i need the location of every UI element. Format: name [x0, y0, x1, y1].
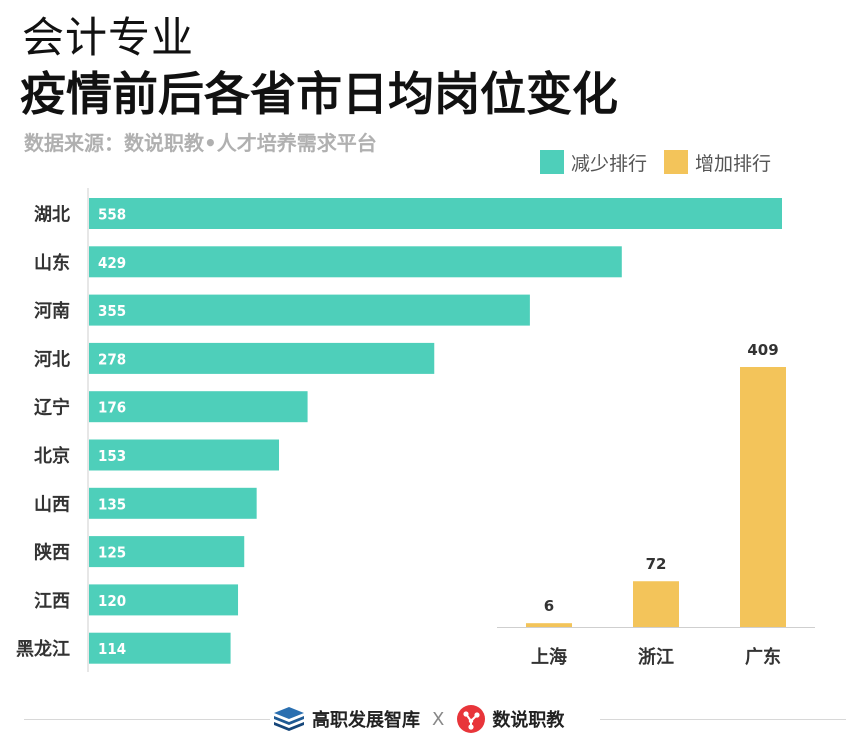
h-category-label-0: 湖北 — [34, 205, 70, 226]
footer-divider-right — [600, 719, 846, 720]
h-category-label-4: 辽宁 — [34, 397, 70, 419]
chart-canvas: 湖北 558 山东 429 河南 355 河北 278 辽宁 176 北京 153 山西 135 陕西 125… — [16, 188, 815, 672]
legend-increase-label: 增加排行 — [695, 152, 772, 175]
h-value-label-6: 135 — [98, 495, 126, 513]
legend-decrease: 减少排行 — [540, 148, 647, 176]
h-category-label-5: 北京 — [34, 445, 70, 467]
v-bar-0 — [526, 623, 572, 627]
h-value-label-5: 153 — [98, 447, 126, 465]
v-bar-2 — [740, 367, 786, 627]
v-category-label-1: 浙江 — [638, 646, 674, 668]
h-bar-2 — [89, 294, 530, 326]
footer-brand1: 高职发展智库 — [312, 710, 420, 731]
page-title: 疫情前后各省市日均岗位变化 — [20, 67, 618, 121]
footer: 高职发展智库 X 数说职教 — [272, 704, 564, 734]
v-value-label-0: 6 — [544, 597, 554, 615]
h-value-label-3: 278 — [98, 350, 126, 368]
h-category-label-8: 江西 — [34, 591, 70, 612]
legend-decrease-swatch — [540, 150, 564, 174]
v-value-label-2: 409 — [747, 341, 778, 359]
footer-divider-left — [24, 719, 270, 720]
h-bar-1 — [89, 246, 622, 278]
h-category-label-1: 山东 — [34, 252, 70, 274]
title-line1: 会计专业 — [22, 13, 195, 62]
h-bar-4 — [89, 391, 308, 423]
books-logo-icon — [274, 707, 304, 731]
h-value-label-9: 114 — [98, 640, 126, 658]
v-category-label-2: 广东 — [745, 646, 781, 668]
h-bar-8 — [89, 584, 239, 616]
footer-brand2: 数说职教 — [492, 710, 565, 731]
h-category-label-3: 河北 — [34, 349, 70, 370]
footer-separator: X — [432, 708, 445, 730]
h-bar-3 — [89, 342, 435, 374]
v-value-label-1: 72 — [646, 555, 667, 573]
legend-increase: 增加排行 — [664, 148, 771, 176]
h-bar-5 — [89, 439, 280, 471]
data-source: 数据来源：数说职教•人才培养需求平台 — [24, 131, 377, 155]
h-value-label-7: 125 — [98, 544, 126, 562]
shuoshuo-logo-icon — [457, 705, 486, 733]
v-bar-1 — [633, 581, 679, 627]
v-category-label-0: 上海 — [531, 646, 567, 668]
h-value-label-1: 429 — [98, 254, 126, 272]
h-category-label-7: 陕西 — [34, 542, 70, 564]
h-value-label-8: 120 — [98, 592, 126, 610]
h-value-label-4: 176 — [98, 399, 126, 417]
h-bar-0 — [89, 198, 782, 229]
h-value-label-2: 355 — [98, 302, 126, 320]
h-category-label-6: 山西 — [34, 494, 70, 515]
h-category-label-2: 河南 — [34, 300, 70, 322]
legend-decrease-label: 减少排行 — [571, 152, 648, 175]
h-bar-6 — [89, 487, 257, 519]
h-category-label-9: 黑龙江 — [16, 638, 70, 660]
h-bar-9 — [89, 632, 231, 664]
h-bar-7 — [89, 536, 245, 568]
h-value-label-0: 558 — [98, 206, 126, 224]
legend-increase-swatch — [664, 150, 688, 174]
